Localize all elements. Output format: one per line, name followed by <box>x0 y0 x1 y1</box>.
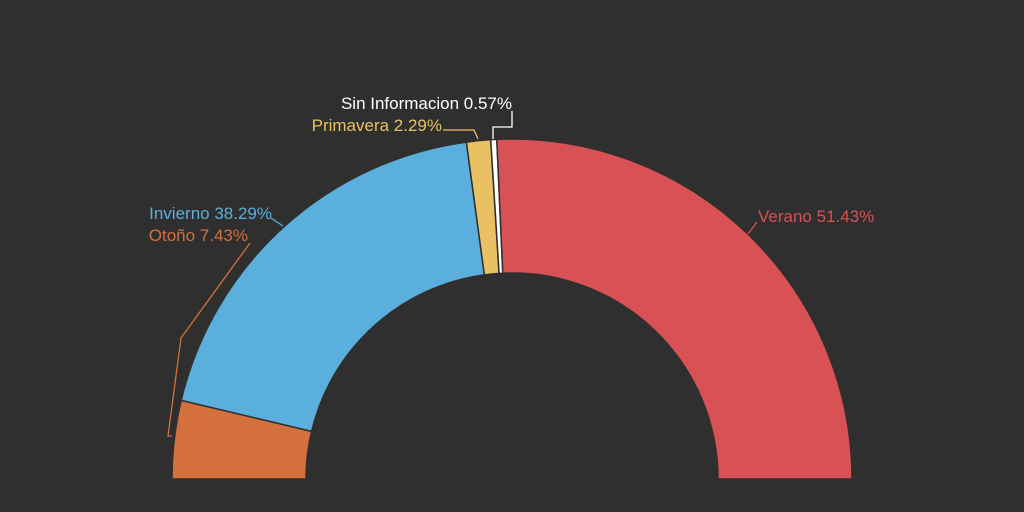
leader-line-verano <box>747 221 758 235</box>
leader-line-sin-informacion <box>492 111 513 139</box>
data-label-sin-informacion: Sin Informacion 0.57% <box>341 94 512 113</box>
data-label-verano: Verano 51.43% <box>758 207 874 226</box>
data-label-primavera: Primavera 2.29% <box>312 116 442 135</box>
slices-group <box>171 138 853 480</box>
leader-line-primavera <box>443 129 479 140</box>
leader-line-invierno <box>270 217 284 227</box>
slice-invierno[interactable] <box>180 141 486 433</box>
leader-lines-group <box>167 111 758 437</box>
labels-group: Otoño 7.43% Invierno 38.29% Primavera 2.29… <box>149 94 875 245</box>
leader-line-otono <box>167 242 251 437</box>
data-label-invierno: Invierno 38.29% <box>149 204 272 223</box>
data-label-otono: Otoño 7.43% <box>149 226 248 245</box>
slice-verano[interactable] <box>496 138 853 480</box>
